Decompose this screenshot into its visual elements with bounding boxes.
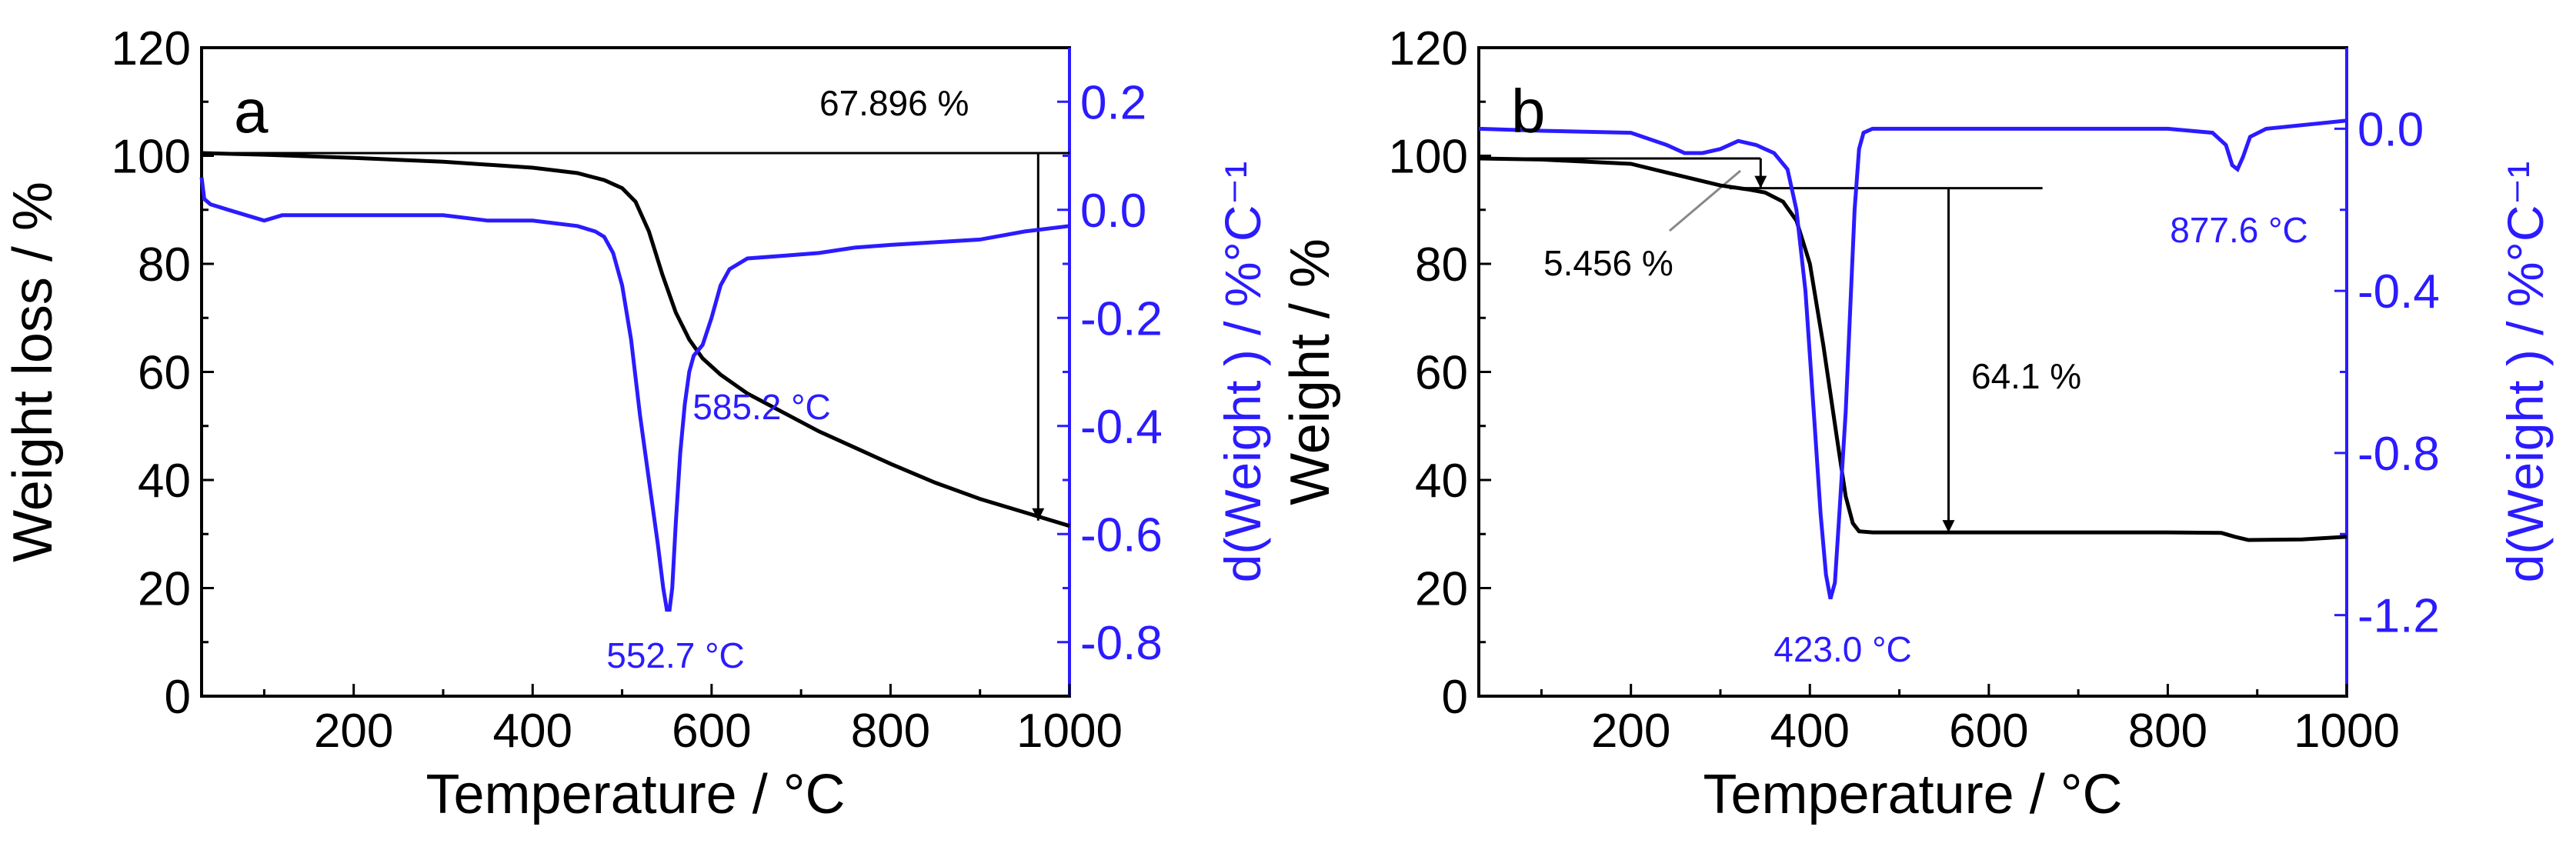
panel-b: 200 400 600 800 1000 0 20 40 60 80 100 120 -1.2 -0.… bbox=[1280, 22, 2554, 825]
x-tick-label: 400 bbox=[1770, 705, 1850, 758]
panel-a-right-y-axis-title: d(Weight ) / %°C⁻¹ bbox=[1214, 162, 1271, 583]
left-y-tick-label: 60 bbox=[1415, 347, 1468, 400]
panel-b-small-loss-label: 5.456 % bbox=[1543, 243, 1673, 283]
panel-b-x-ticks: 200 400 600 800 1000 bbox=[1540, 48, 2400, 758]
left-y-tick-label: 0 bbox=[1442, 671, 1468, 724]
panel-b-peak2-label: 877.6 °C bbox=[2170, 210, 2308, 250]
panel-b-mass-loss-label: 64.1 % bbox=[1971, 356, 2081, 396]
left-y-tick-label: 100 bbox=[112, 131, 191, 184]
left-y-tick-label: 20 bbox=[1415, 563, 1468, 616]
x-tick-label: 400 bbox=[493, 705, 572, 758]
left-y-tick-label: 80 bbox=[138, 238, 191, 292]
x-tick-label: 800 bbox=[2128, 705, 2207, 758]
panel-b-annotations bbox=[1479, 157, 2043, 533]
x-tick-label: 600 bbox=[1949, 705, 2028, 758]
panel-b-x-axis-title: Temperature / °C bbox=[1703, 764, 2123, 825]
x-tick-label: 800 bbox=[851, 705, 930, 758]
panel-a-mass-loss-label: 67.896 % bbox=[819, 83, 969, 123]
right-y-tick-label: -1.2 bbox=[2357, 590, 2440, 643]
right-y-tick-label: 0.0 bbox=[2357, 103, 2424, 156]
panel-b-left-y-ticks: 0 20 40 60 80 100 120 bbox=[1389, 22, 1491, 724]
left-y-tick-label: 100 bbox=[1389, 131, 1468, 184]
right-y-tick-label: -0.4 bbox=[1080, 401, 1163, 454]
right-y-tick-label: -0.6 bbox=[1080, 508, 1163, 562]
label-pointer-line bbox=[1669, 169, 1741, 232]
panel-b-right-y-ticks: -1.2 -0.8 -0.4 0.0 bbox=[2334, 103, 2440, 643]
panel-a-tg-line bbox=[201, 151, 1070, 528]
panel-a-left-y-axis-title: Weight loss / % bbox=[2, 182, 64, 562]
arrow-head bbox=[1032, 508, 1045, 521]
panel-b-label: b bbox=[1511, 77, 1546, 145]
x-tick-label: 200 bbox=[314, 705, 393, 758]
arrow-head bbox=[1754, 175, 1767, 188]
panel-a-label: a bbox=[234, 77, 269, 145]
panel-a-x-ticks: 200 400 600 800 1000 bbox=[262, 48, 1123, 758]
left-y-tick-label: 40 bbox=[138, 455, 191, 508]
right-y-tick-label: 0.2 bbox=[1080, 76, 1146, 129]
right-y-tick-label: -0.8 bbox=[1080, 617, 1163, 670]
x-tick-label: 200 bbox=[1591, 705, 1670, 758]
right-y-tick-label: -0.4 bbox=[2357, 265, 2440, 318]
left-y-tick-label: 0 bbox=[165, 671, 191, 724]
panel-a-x-axis-title: Temperature / °C bbox=[426, 764, 846, 825]
panel-b-plot-frame bbox=[1477, 46, 2348, 698]
left-y-tick-label: 40 bbox=[1415, 455, 1468, 508]
panel-b-right-y-axis-title: d(Weight ) / %°C⁻¹ bbox=[2497, 162, 2554, 583]
panel-a-peak2-label: 585.2 °C bbox=[692, 387, 831, 427]
right-y-tick-label: 0.0 bbox=[1080, 185, 1146, 238]
left-y-tick-label: 80 bbox=[1415, 238, 1468, 292]
panel-a-right-y-ticks: -0.8 -0.6 -0.4 -0.2 0.0 0.2 bbox=[1057, 76, 1163, 670]
right-y-tick-label: -0.2 bbox=[1080, 292, 1163, 345]
left-y-tick-label: 120 bbox=[1389, 22, 1468, 75]
panel-b-left-y-axis-title: Weight / % bbox=[1280, 238, 1341, 505]
panel-b-tg-line bbox=[1478, 156, 2347, 542]
panel-a-left-y-ticks: 0 20 40 60 80 100 120 bbox=[112, 22, 214, 724]
left-y-tick-label: 120 bbox=[112, 22, 191, 75]
x-tick-label: 600 bbox=[672, 705, 751, 758]
x-tick-label: 1000 bbox=[1016, 705, 1123, 758]
panel-a-peak1-label: 552.7 °C bbox=[606, 635, 745, 675]
panel-a-dtg-line bbox=[199, 177, 1070, 612]
arrow-head bbox=[1942, 520, 1955, 533]
panel-a-annotations bbox=[202, 152, 1069, 521]
left-y-tick-label: 60 bbox=[138, 347, 191, 400]
right-y-tick-label: -0.8 bbox=[2357, 428, 2440, 481]
panel-b-peak1-label: 423.0 °C bbox=[1774, 629, 1912, 669]
panel-b-dtg-line bbox=[1478, 118, 2347, 600]
left-y-tick-label: 20 bbox=[138, 563, 191, 616]
x-tick-label: 1000 bbox=[2294, 705, 2400, 758]
